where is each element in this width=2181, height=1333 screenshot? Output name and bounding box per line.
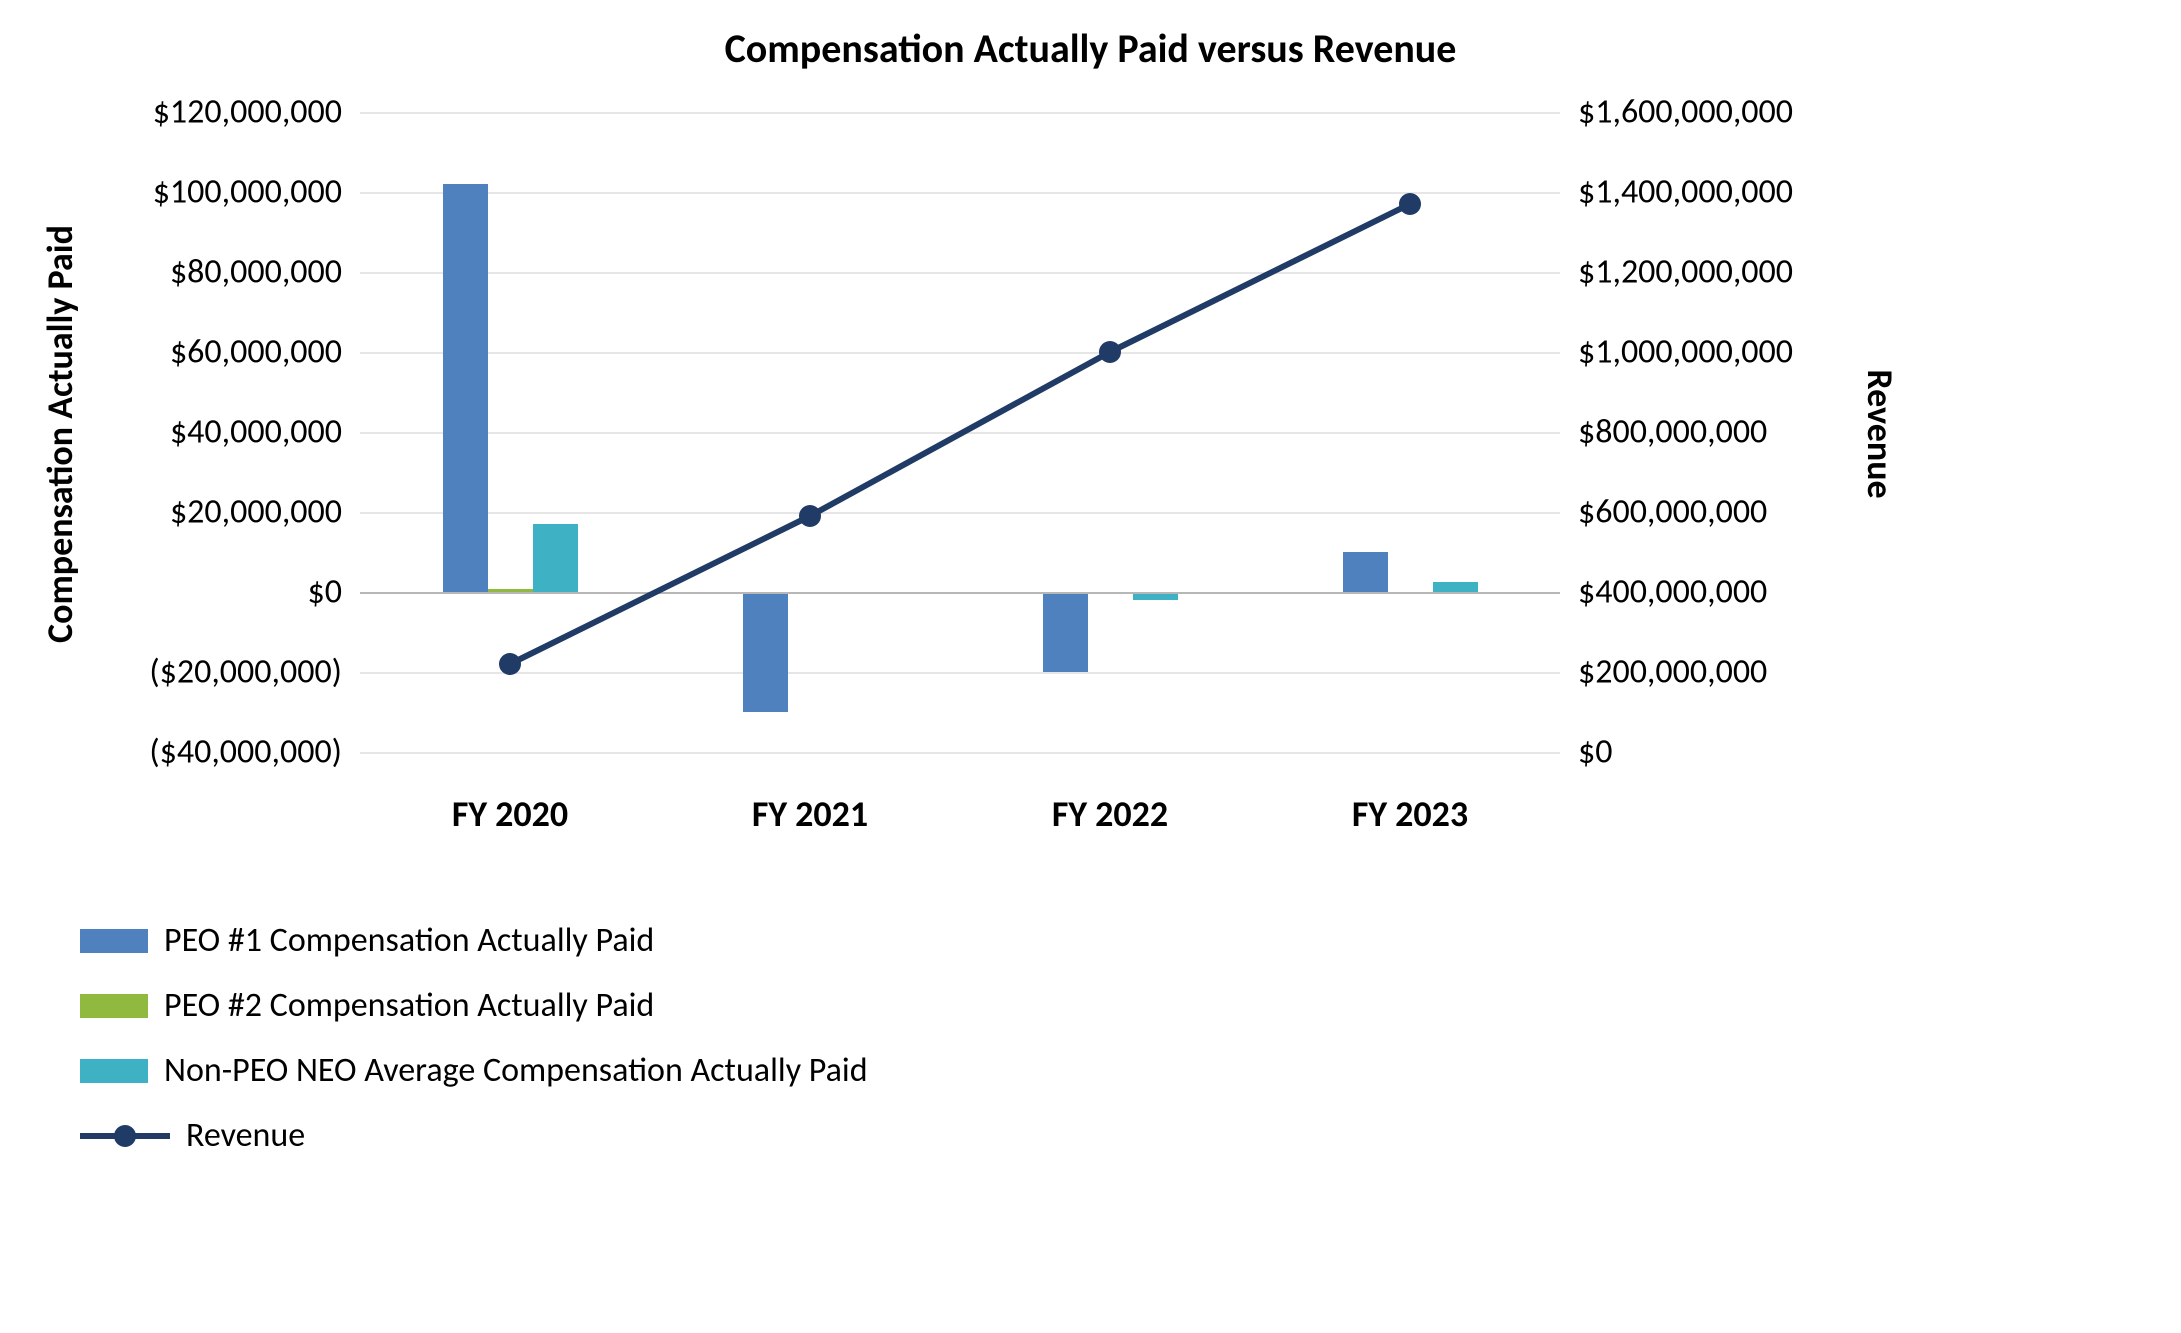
left-axis-title: Compensation Actually Paid <box>38 114 82 754</box>
legend-swatch <box>80 1059 148 1083</box>
right-axis-tick-label: $0 <box>1560 732 1612 773</box>
legend-swatch <box>80 929 148 953</box>
right-axis-tick-label: $1,000,000,000 <box>1560 332 1793 373</box>
legend-label: Non-PEO NEO Average Compensation Actuall… <box>164 1050 868 1091</box>
right-axis-tick-label: $1,600,000,000 <box>1560 92 1793 133</box>
category-label: FY 2020 <box>452 792 568 836</box>
revenue-marker <box>1099 341 1121 363</box>
left-axis-tick-label: $60,000,000 <box>170 332 360 373</box>
left-axis-tick-label: $0 <box>308 572 360 613</box>
legend-line-swatch <box>80 1124 170 1148</box>
right-axis-tick-label: $200,000,000 <box>1560 652 1767 693</box>
legend-item: Non-PEO NEO Average Compensation Actuall… <box>80 1050 868 1091</box>
category-label: FY 2023 <box>1352 792 1468 836</box>
revenue-line <box>360 112 1560 752</box>
legend-item: PEO #2 Compensation Actually Paid <box>80 985 868 1026</box>
legend-label: PEO #1 Compensation Actually Paid <box>164 920 654 961</box>
legend: PEO #1 Compensation Actually Paid PEO #2 … <box>80 920 868 1180</box>
right-axis-title: Revenue <box>1858 114 1902 754</box>
legend-item: PEO #1 Compensation Actually Paid <box>80 920 868 961</box>
revenue-marker <box>499 653 521 675</box>
left-axis-tick-label: ($40,000,000) <box>149 732 360 773</box>
category-label: FY 2021 <box>752 792 868 836</box>
chart-title: Compensation Actually Paid versus Revenu… <box>0 24 2181 73</box>
gridline <box>360 752 1560 754</box>
legend-label: PEO #2 Compensation Actually Paid <box>164 985 654 1026</box>
right-axis-tick-label: $800,000,000 <box>1560 412 1767 453</box>
left-axis-tick-label: $100,000,000 <box>153 172 360 213</box>
category-label: FY 2022 <box>1052 792 1168 836</box>
revenue-marker <box>1399 193 1421 215</box>
right-axis-tick-label: $400,000,000 <box>1560 572 1767 613</box>
plot-area: ($40,000,000)($20,000,000)$0$20,000,000$… <box>360 112 1560 752</box>
right-axis-tick-label: $1,200,000,000 <box>1560 252 1793 293</box>
revenue-marker <box>799 505 821 527</box>
left-axis-tick-label: $40,000,000 <box>170 412 360 453</box>
left-axis-tick-label: $80,000,000 <box>170 252 360 293</box>
legend-item: Revenue <box>80 1115 868 1156</box>
legend-swatch <box>80 994 148 1018</box>
right-axis-tick-label: $600,000,000 <box>1560 492 1767 533</box>
legend-label: Revenue <box>186 1115 305 1156</box>
left-axis-tick-label: $120,000,000 <box>153 92 360 133</box>
chart-container: Compensation Actually Paid versus Revenu… <box>0 0 2181 1333</box>
right-axis-tick-label: $1,400,000,000 <box>1560 172 1793 213</box>
left-axis-tick-label: ($20,000,000) <box>149 652 360 693</box>
left-axis-tick-label: $20,000,000 <box>170 492 360 533</box>
